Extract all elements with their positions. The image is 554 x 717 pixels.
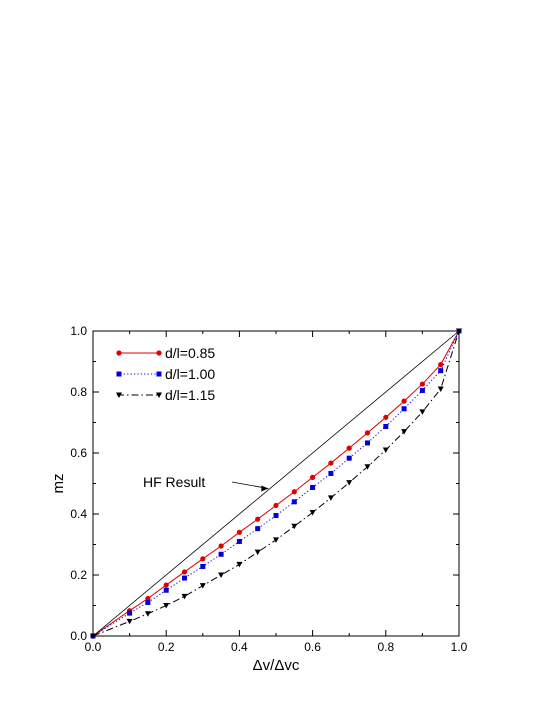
data-point-series-0 <box>273 502 279 509</box>
data-point-series-1 <box>236 538 242 544</box>
series-line-2 <box>92 330 460 637</box>
data-point-series-2 <box>364 464 371 470</box>
y-tick-label: 1.0 <box>70 324 87 338</box>
legend-marker <box>156 350 162 356</box>
y-tick-label: 0.6 <box>70 446 87 460</box>
y-tick-label: 0.8 <box>70 385 87 399</box>
data-point-series-0 <box>401 398 407 404</box>
data-point-series-2 <box>218 572 225 578</box>
data-point-series-1 <box>365 440 370 446</box>
data-point-series-2 <box>254 549 261 556</box>
legend-marker <box>156 371 162 377</box>
legend-marker <box>116 350 122 356</box>
x-tick-label: 0.4 <box>231 640 248 654</box>
x-tick-label: 0.6 <box>304 640 321 654</box>
data-point-series-0 <box>200 556 206 562</box>
data-point-series-0 <box>419 381 425 387</box>
data-point-series-0 <box>438 361 444 368</box>
y-tick-label: 0.2 <box>70 568 87 582</box>
y-tick-label: 0.4 <box>70 507 87 521</box>
data-point-series-2 <box>291 523 298 530</box>
data-point-series-2 <box>163 603 170 609</box>
data-point-series-2 <box>346 480 353 486</box>
data-point-series-2 <box>181 593 188 600</box>
data-point-series-2 <box>382 447 389 453</box>
data-point-series-2 <box>126 618 133 625</box>
series-line-1 <box>92 330 460 637</box>
data-point-series-0 <box>145 595 151 602</box>
data-point-series-1 <box>218 551 224 557</box>
data-point-series-2 <box>236 561 243 568</box>
data-point-series-0 <box>383 414 389 420</box>
data-point-series-2 <box>273 537 279 543</box>
data-point-series-1 <box>145 599 151 605</box>
data-point-series-1 <box>127 610 133 616</box>
data-point-series-2 <box>199 583 206 589</box>
hf-result-annotation: HF Result <box>143 474 205 490</box>
data-point-series-1 <box>383 423 389 429</box>
data-point-series-1 <box>310 484 316 490</box>
data-point-series-0 <box>181 569 188 575</box>
annotation-arrow-head <box>261 485 269 492</box>
series-line-0 <box>92 330 460 637</box>
x-tick-label: 0.2 <box>158 640 175 654</box>
data-point-series-2 <box>437 386 444 392</box>
data-point-series-0 <box>236 529 242 535</box>
data-point-series-1 <box>273 513 279 519</box>
legend-marker <box>116 392 122 398</box>
data-point-series-0 <box>310 474 316 480</box>
data-point-series-1 <box>401 406 407 412</box>
plot-area: 0.0 0.2 0.4 0.6 0.8 1.0 0.0 0.2 0.4 0.6 0.8 1.0 Δv/Δ… <box>50 324 468 674</box>
data-point-series-2 <box>309 509 316 516</box>
data-point-series-1 <box>291 499 297 505</box>
y-tick-label: 0.0 <box>70 629 87 643</box>
data-point-series-1 <box>255 526 261 532</box>
data-point-series-0 <box>218 543 224 549</box>
data-point-series-1 <box>328 470 334 476</box>
data-point-series-1 <box>200 563 206 569</box>
data-point-series-0 <box>328 460 334 466</box>
data-point-series-1 <box>182 575 187 581</box>
legend-label: d/l=1.15 <box>165 387 215 403</box>
data-point-series-0 <box>364 430 371 436</box>
data-point-series-1 <box>346 455 352 461</box>
x-axis-label: Δv/Δvc <box>253 657 300 674</box>
data-point-series-2 <box>401 429 408 435</box>
legend-marker <box>156 392 162 398</box>
data-point-series-2 <box>144 611 151 617</box>
data-point-series-0 <box>255 516 261 522</box>
x-tick-label: 1.0 <box>451 640 468 654</box>
data-point-series-0 <box>346 445 352 451</box>
data-point-series-0 <box>163 582 169 588</box>
legend-label: d/l=1.00 <box>165 366 215 382</box>
data-point-series-1 <box>163 587 169 593</box>
data-point-series-2 <box>327 495 334 501</box>
legend-label: d/l=0.85 <box>165 345 215 361</box>
data-point-series-1 <box>419 387 425 393</box>
data-point-series-1 <box>438 368 444 374</box>
data-point-series-0 <box>291 489 297 495</box>
y-axis-label: mz <box>50 474 67 494</box>
x-tick-label: 0.8 <box>377 640 394 654</box>
x-tick-label: 0.0 <box>85 640 102 654</box>
legend-marker <box>116 371 122 377</box>
data-point-series-2 <box>419 409 426 415</box>
hf-result-line <box>92 330 460 637</box>
